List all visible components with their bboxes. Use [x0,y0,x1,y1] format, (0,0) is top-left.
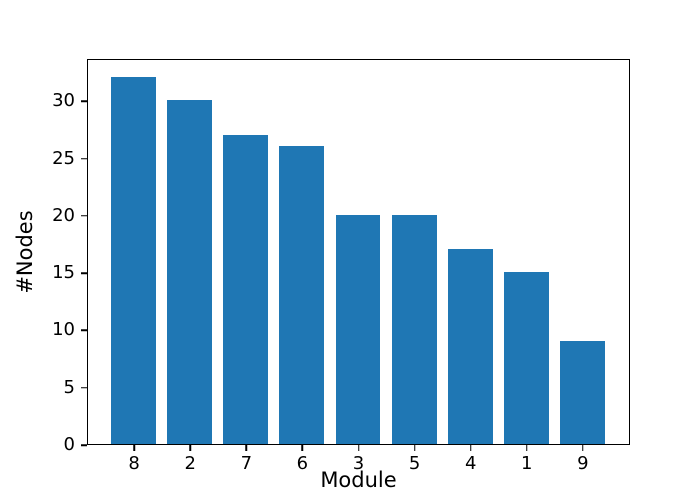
plot-area [87,59,630,445]
x-tick-mark-9 [582,445,584,451]
y-tick-label-15: 15 [52,262,75,284]
y-tick-mark-10 [81,329,87,332]
x-tick-label-2: 2 [184,453,196,474]
y-tick-mark-30 [81,100,87,103]
y-tick-mark-0 [81,444,87,446]
bar-module-5 [391,214,437,444]
x-tick-label-7: 7 [240,453,253,474]
y-tick-label-10: 10 [52,319,75,341]
y-tick-label-25: 25 [52,147,75,169]
x-tick-mark-7 [245,445,248,451]
y-tick-mark-20 [81,215,87,217]
y-tick-mark-15 [81,272,87,274]
x-tick-label-6: 6 [296,453,309,474]
x-tick-label-3: 3 [352,453,365,474]
x-tick-label-5: 5 [408,453,421,474]
x-tick-mark-1 [526,445,528,451]
bar-module-8 [111,77,157,444]
x-tick-mark-2 [189,445,191,451]
x-tick-mark-3 [357,445,360,451]
y-tick-mark-5 [81,386,87,389]
x-tick-mark-4 [469,445,472,451]
bar-module-6 [279,146,325,444]
bar-module-9 [559,340,605,444]
bar-module-7 [223,134,269,444]
y-tick-label-20: 20 [52,204,75,226]
y-tick-mark-25 [81,157,87,160]
x-axis-label: Module [320,468,397,492]
bar-module-3 [335,214,381,444]
bar-module-2 [167,100,213,444]
x-tick-mark-5 [413,445,416,451]
x-tick-mark-8 [133,445,135,451]
x-tick-label-9: 9 [577,453,589,474]
y-tick-label-0: 0 [63,434,75,455]
x-tick-mark-6 [301,445,304,451]
x-tick-label-1: 1 [521,453,533,474]
x-tick-label-8: 8 [128,453,140,474]
y-axis-label: #Nodes [13,210,37,294]
bar-module-4 [447,249,493,444]
y-tick-label-30: 30 [52,90,75,112]
bar-module-1 [503,272,549,444]
x-tick-label-4: 4 [464,453,477,474]
y-tick-label-5: 5 [63,376,75,398]
